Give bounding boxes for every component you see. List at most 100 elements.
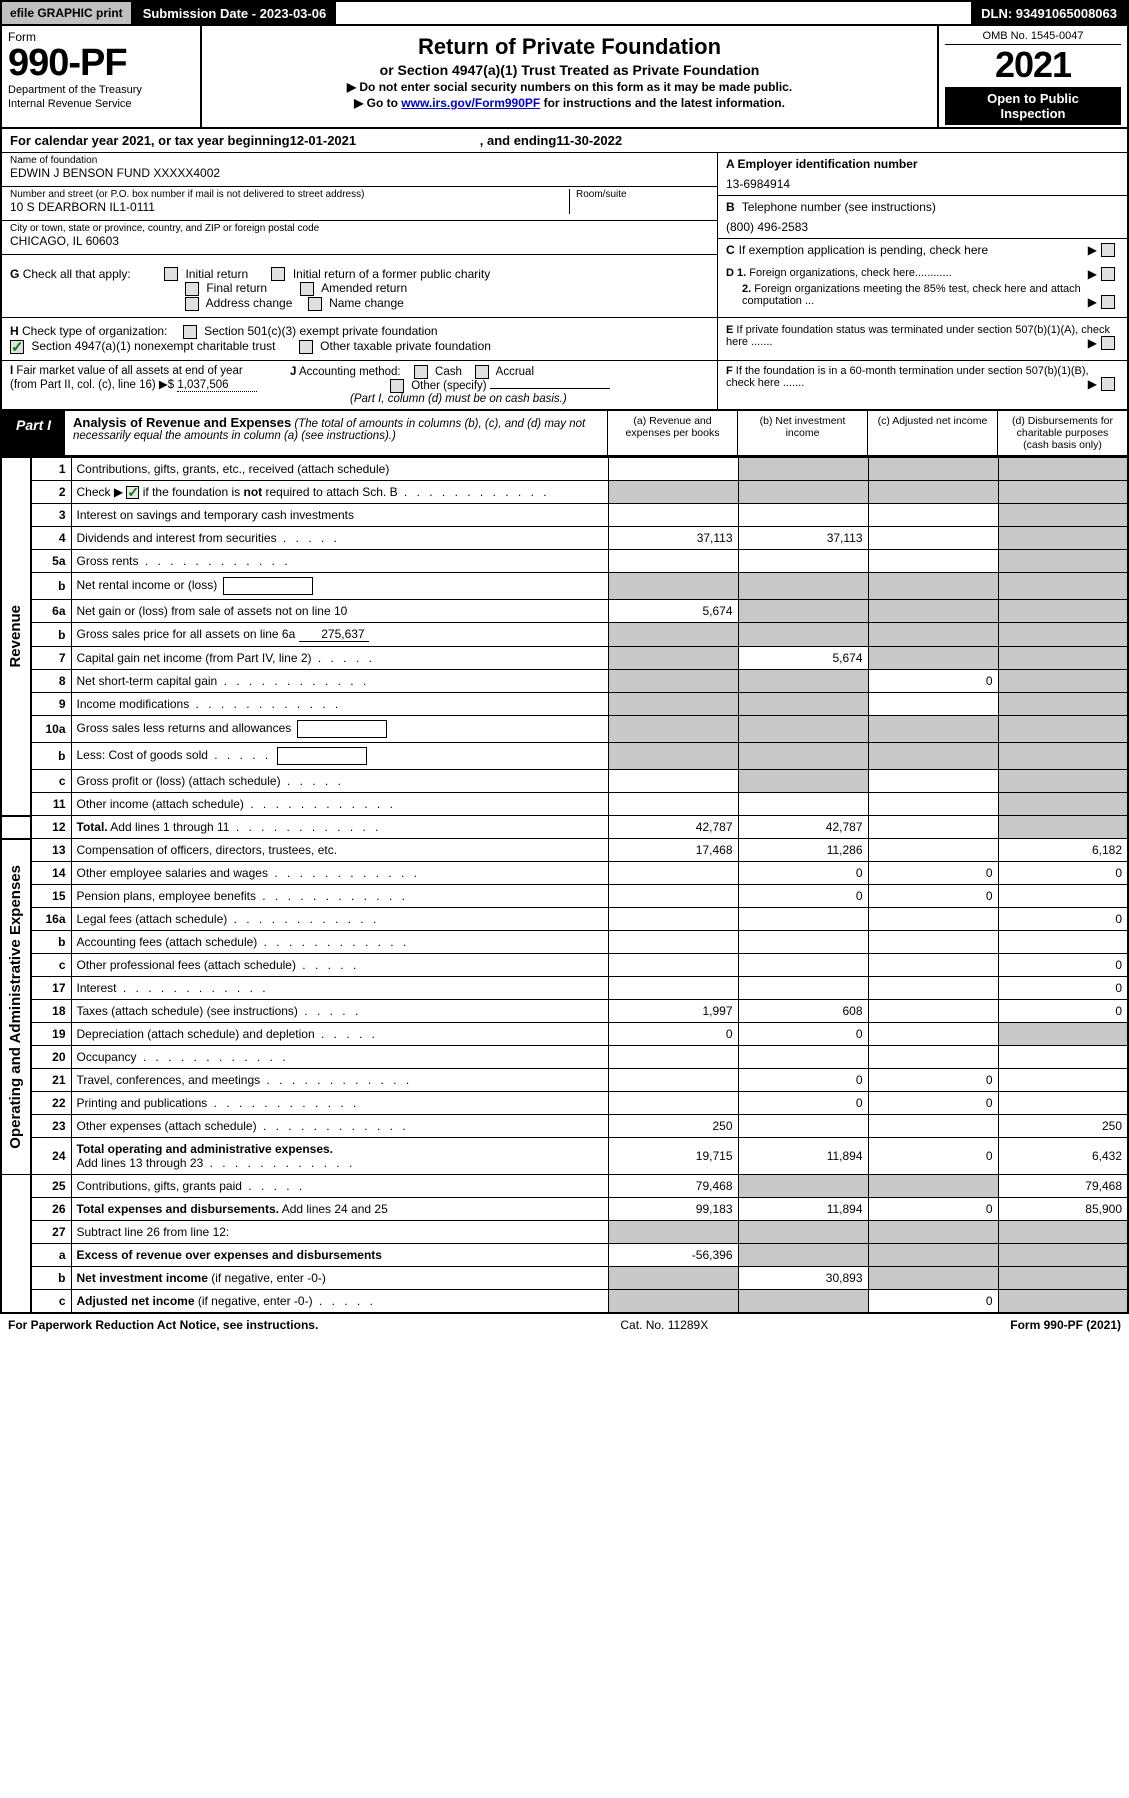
goto-prefix: ▶ Go to [354, 96, 401, 110]
h-section: H Check type of organization: Section 50… [2, 318, 717, 360]
row-22: 22Printing and publications 00 [1, 1092, 1128, 1115]
row-9: 9Income modifications [1, 693, 1128, 716]
top-bar: efile GRAPHIC print Submission Date - 20… [0, 0, 1129, 26]
g-final-return[interactable] [185, 282, 199, 296]
row-5a: 5aGross rents [1, 550, 1128, 573]
d-section: D 1. Foreign organizations, check here..… [717, 261, 1127, 317]
row-16c: cOther professional fees (attach schedul… [1, 954, 1128, 977]
part1-tag: Part I [2, 411, 65, 455]
section-ijf: I Fair market value of all assets at end… [0, 361, 1129, 411]
dln-number: DLN: 93491065008063 [971, 2, 1127, 24]
c-checkbox[interactable] [1101, 243, 1115, 257]
row-10b: bLess: Cost of goods sold [1, 743, 1128, 770]
row-25: 25Contributions, gifts, grants paid 79,4… [1, 1175, 1128, 1198]
fmv-value: 1,037,506 [177, 379, 257, 392]
row-15: 15Pension plans, employee benefits 00 [1, 885, 1128, 908]
row-27b: bNet investment income (if negative, ent… [1, 1267, 1128, 1290]
dept-treasury: Department of the Treasury [8, 84, 194, 96]
d2-checkbox[interactable] [1101, 295, 1115, 309]
phone-label: Telephone number (see instructions) [742, 200, 936, 214]
j-accrual[interactable] [475, 365, 489, 379]
g-address-change[interactable] [185, 297, 199, 311]
row-5b: bNet rental income or (loss) [1, 573, 1128, 600]
ssn-warning: ▶ Do not enter social security numbers o… [212, 80, 927, 94]
g-initial-former[interactable] [271, 267, 285, 281]
e-checkbox[interactable] [1101, 336, 1115, 350]
row-27: 27Subtract line 26 from line 12: [1, 1221, 1128, 1244]
g-initial-return[interactable] [164, 267, 178, 281]
j-note: (Part I, column (d) must be on cash basi… [350, 393, 567, 405]
submission-date: Submission Date - 2023-03-06 [133, 2, 337, 24]
cat-number: Cat. No. 11289X [620, 1318, 708, 1332]
row-21: 21Travel, conferences, and meetings 00 [1, 1069, 1128, 1092]
rental-income-box [223, 577, 313, 595]
row-23: 23Other expenses (attach schedule) 25025… [1, 1115, 1128, 1138]
j-cash[interactable] [414, 365, 428, 379]
row-26: 26Total expenses and disbursements. Add … [1, 1198, 1128, 1221]
row-20: 20Occupancy [1, 1046, 1128, 1069]
exemption-pending: If exemption application is pending, che… [739, 243, 1088, 257]
foundation-name-row: Name of foundation EDWIN J BENSON FUND X… [2, 153, 717, 187]
row-14: 14Other employee salaries and wages 000 [1, 862, 1128, 885]
expenses-side-label: Operating and Administrative Expenses [7, 865, 24, 1149]
row-1: Revenue 1Contributions, gifts, grants, e… [1, 457, 1128, 480]
row-12: 12Total. Add lines 1 through 11 42,78742… [1, 816, 1128, 839]
gross-sales-6a: 275,637 [299, 627, 369, 642]
row-10a: 10aGross sales less returns and allowanc… [1, 716, 1128, 743]
open-inspection: Open to PublicInspection [945, 87, 1121, 125]
c-checkbox-group: ▶ [1088, 243, 1119, 257]
ein-value: 13-6984914 [726, 177, 790, 191]
row-17: 17Interest 0 [1, 977, 1128, 1000]
irs-label: Internal Revenue Service [8, 98, 194, 110]
h-501c3[interactable] [183, 325, 197, 339]
form-header: Form 990-PF Department of the Treasury I… [0, 26, 1129, 129]
h-other-taxable[interactable] [299, 340, 313, 354]
e-section: E If private foundation status was termi… [717, 318, 1127, 360]
col-c-header: (c) Adjusted net income [867, 411, 997, 455]
d1-checkbox[interactable] [1101, 267, 1115, 281]
foundation-name: EDWIN J BENSON FUND XXXXX4002 [10, 166, 220, 180]
row-16b: bAccounting fees (attach schedule) [1, 931, 1128, 954]
row-7: 7Capital gain net income (from Part IV, … [1, 647, 1128, 670]
part1-header: Part I Analysis of Revenue and Expenses … [0, 411, 1129, 457]
instructions-link-line: ▶ Go to www.irs.gov/Form990PF for instru… [212, 96, 927, 110]
row-8: 8Net short-term capital gain 0 [1, 670, 1128, 693]
page-footer: For Paperwork Reduction Act Notice, see … [0, 1314, 1129, 1336]
c-label: C [726, 243, 735, 257]
instructions-link[interactable]: www.irs.gov/Form990PF [401, 96, 540, 110]
g-amended-return[interactable] [300, 282, 314, 296]
phone-value: (800) 496-2583 [726, 220, 808, 234]
form-title-block: Return of Private Foundation or Section … [202, 26, 937, 127]
f-checkbox[interactable] [1101, 377, 1115, 391]
row-6b: bGross sales price for all assets on lin… [1, 623, 1128, 647]
cogs-box [277, 747, 367, 765]
row-6a: 6aNet gain or (loss) from sale of assets… [1, 600, 1128, 623]
part1-table: Revenue 1Contributions, gifts, grants, e… [0, 457, 1129, 1314]
h-4947a1[interactable] [10, 340, 24, 354]
gross-sales-box [297, 720, 387, 738]
section-g-d: G Check all that apply: Initial return I… [0, 261, 1129, 318]
row-4: 4Dividends and interest from securities … [1, 527, 1128, 550]
row-3: 3Interest on savings and temporary cash … [1, 504, 1128, 527]
year-block: OMB No. 1545-0047 2021 Open to PublicIns… [937, 26, 1127, 127]
col-d-header: (d) Disbursements for charitable purpose… [997, 411, 1127, 455]
calendar-year-line: For calendar year 2021, or tax year begi… [0, 129, 1129, 153]
j-other[interactable] [390, 379, 404, 393]
room-label: Room/suite [576, 189, 709, 200]
row-27a: aExcess of revenue over expenses and dis… [1, 1244, 1128, 1267]
row-10c: cGross profit or (loss) (attach schedule… [1, 770, 1128, 793]
form-title: Return of Private Foundation [212, 34, 927, 60]
efile-print-button[interactable]: efile GRAPHIC print [2, 2, 133, 24]
entity-block: Name of foundation EDWIN J BENSON FUND X… [0, 153, 1129, 261]
tax-year: 2021 [945, 45, 1121, 85]
f-section: F If the foundation is in a 60-month ter… [717, 361, 1127, 409]
part1-desc: Analysis of Revenue and Expenses (The to… [65, 411, 607, 455]
schb-checkbox[interactable] [126, 486, 139, 499]
g-name-change[interactable] [308, 297, 322, 311]
addr-label: Number and street (or P.O. box number if… [10, 189, 569, 200]
ein-label: A Employer identification number [726, 157, 918, 171]
row-24: 24Total operating and administrative exp… [1, 1138, 1128, 1175]
phone-label-b: B [726, 200, 735, 214]
form-footer-id: Form 990-PF (2021) [1010, 1318, 1121, 1332]
street-address: 10 S DEARBORN IL1-0111 [10, 200, 155, 214]
